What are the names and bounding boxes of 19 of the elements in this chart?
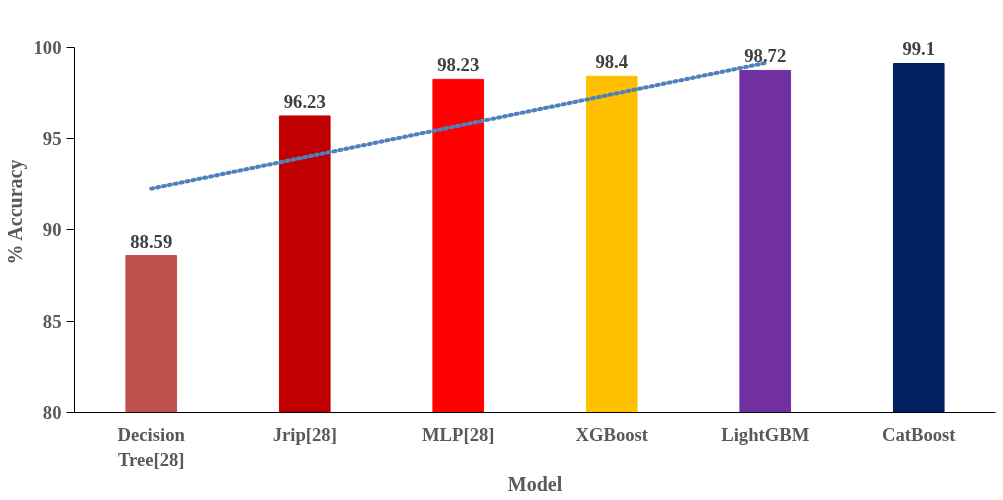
data-label: 98.23 [437,54,480,76]
y-tick-label: 100 [33,36,62,58]
x-tick-label: XGBoost [575,423,649,445]
x-tick-label: LightGBM [721,423,810,445]
x-tick-label: Decision Tree[28] [117,423,186,470]
y-tick-label: 90 [42,219,62,241]
data-label: 98.72 [744,45,787,67]
x-tick-label: Jrip[28] [272,423,337,445]
data-label: 99.1 [902,38,936,60]
y-tick-label: 85 [42,310,62,332]
y-axis-title: % Accuracy [3,159,27,265]
data-label: 88.59 [130,230,173,252]
y-tick-label: 80 [42,402,62,423]
x-tick-label: MLP[28] [421,423,495,445]
data-label: 98.4 [595,51,629,73]
x-axis-title: Model [507,472,563,495]
x-tick-label: CatBoost [881,423,957,445]
data-label: 96.23 [283,90,326,112]
y-tick-label: 95 [42,127,62,149]
